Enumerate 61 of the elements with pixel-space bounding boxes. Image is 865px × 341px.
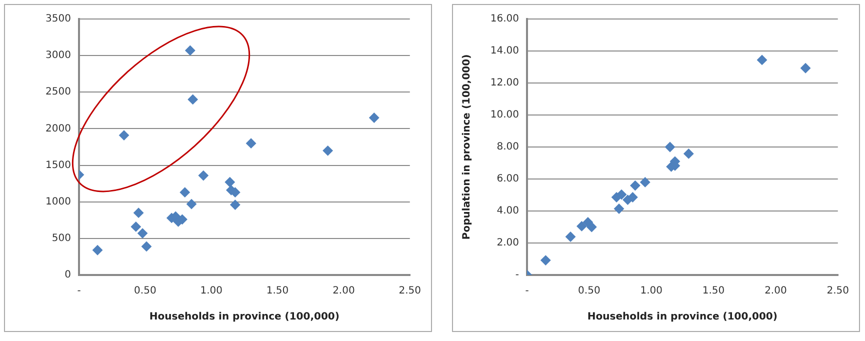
x-tick-label: -	[77, 286, 82, 297]
point	[540, 255, 551, 266]
x-axis-title: Households in province (100,000)	[149, 312, 340, 323]
x-tick-label: 1.00	[640, 286, 662, 297]
x-tick-label: 0.50	[134, 286, 156, 297]
point	[757, 54, 768, 65]
point	[640, 177, 650, 188]
y-tick-label: 4.00	[496, 206, 519, 217]
y-tick-label: 8.00	[496, 142, 519, 153]
point	[180, 187, 190, 198]
point	[616, 190, 627, 200]
y-tick-label: 6.00	[496, 174, 519, 185]
x-tick-label: 2.00	[332, 286, 355, 297]
point	[566, 232, 576, 242]
x-tick-label: 2.00	[764, 286, 787, 297]
y-axis-title: Population in province (100,000)	[462, 54, 473, 240]
y-tick-label: 3000	[46, 50, 71, 62]
y-tick-label: 2.00	[496, 238, 519, 249]
x-tick-label: 2.50	[398, 286, 421, 297]
point	[230, 200, 240, 210]
y-tick-label: 14.00	[490, 46, 519, 57]
point	[630, 180, 640, 191]
point	[198, 170, 208, 181]
y-tick-label: 3500	[46, 14, 71, 25]
x-tick-label: -	[525, 286, 530, 297]
y-tick-label: 1500	[46, 160, 71, 171]
point	[586, 222, 597, 232]
x-tick-label: 0.50	[578, 286, 600, 297]
y-tick-label: 2500	[46, 86, 71, 98]
y-tick-label: 12.00	[490, 78, 519, 89]
point	[92, 245, 103, 256]
point	[134, 208, 144, 218]
point	[628, 192, 638, 202]
y-tick-label: 16.00	[490, 14, 519, 25]
point	[138, 228, 148, 238]
point	[684, 148, 694, 159]
y-tick-label: -	[515, 270, 520, 281]
point	[665, 142, 675, 152]
point	[130, 222, 141, 232]
y-tick-label: 10.00	[490, 110, 519, 121]
x-tick-label: 2.50	[826, 286, 849, 297]
point	[119, 130, 129, 140]
y-tick-label: 0	[64, 270, 71, 281]
y-tick-label: 1000	[46, 196, 71, 208]
x-tick-label: 1.50	[702, 286, 725, 297]
y-tick-label: 2000	[46, 123, 71, 134]
point	[186, 199, 196, 210]
point	[141, 241, 152, 252]
point	[224, 177, 235, 188]
point	[322, 146, 333, 156]
point	[185, 45, 196, 56]
point	[369, 112, 380, 123]
point	[614, 204, 624, 214]
point	[800, 63, 811, 74]
x-axis-title: Households in province (100,000)	[587, 312, 778, 323]
point	[246, 138, 256, 148]
point	[576, 221, 587, 232]
point	[188, 94, 198, 104]
x-tick-label: 1.00	[200, 286, 222, 297]
x-tick-label: 1.50	[266, 286, 289, 297]
y-tick-label: 500	[52, 233, 71, 244]
